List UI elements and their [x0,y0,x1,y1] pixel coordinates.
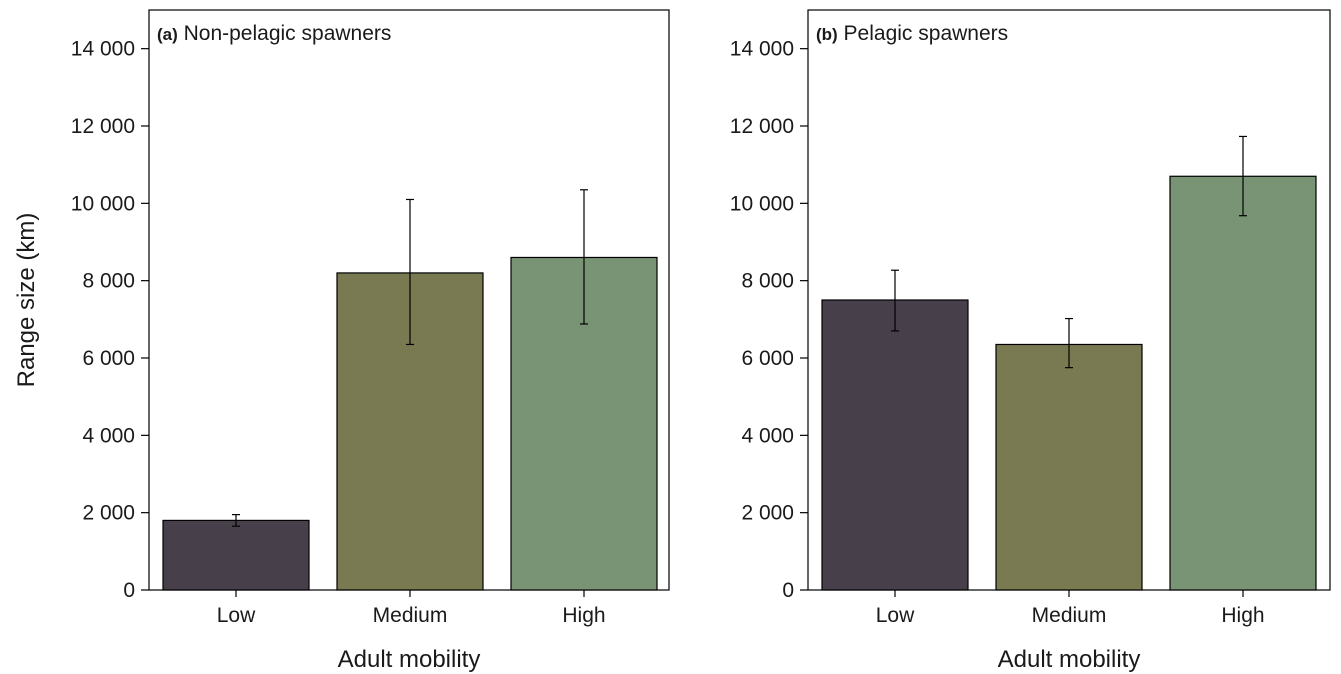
x-axis-title: Adult mobility [998,646,1141,673]
panel-label: (b) [816,25,838,44]
x-axis-title: Adult mobility [338,646,481,673]
panel-b: 0 2 000 4 000 6 000 8 000 10 000 12 000 14 000 L… [730,9,1331,673]
panel-title: (a) Non-pelagic spawners [157,22,391,45]
y-tick-label: 10 000 [71,192,135,215]
x-tick-label: Medium [373,604,448,627]
y-tick-label: 0 [782,579,794,602]
y-tick-label: 8 000 [82,270,135,293]
panel-title: (b) Pelagic spawners [816,22,1008,45]
y-tick-label: 2 000 [741,502,794,525]
y-tick-label: 0 [123,579,135,602]
y-tick-label: 12 000 [71,115,135,138]
panel-title-text: Pelagic spawners [838,22,1008,45]
x-tick-label: Medium [1032,604,1107,627]
bar-medium [995,343,1143,591]
panel-title-text: Non-pelagic spawners [178,22,392,45]
y-tick-label: 4 000 [741,424,794,447]
x-tick-label: Low [876,604,915,627]
x-tick-label: High [562,604,605,627]
y-tick-label: 12 000 [730,115,794,138]
y-tick-label: 8 000 [741,270,794,293]
bar-low [162,519,310,591]
bar-high [1169,175,1317,591]
y-tick-label: 14 000 [730,38,794,61]
panel-label: (a) [157,25,178,44]
y-tick-label: 14 000 [71,38,135,61]
x-tick-label: High [1221,604,1264,627]
y-tick-label: 10 000 [730,192,794,215]
y-axis-title: Range size (km) [13,213,40,388]
x-tick-label: Low [217,604,256,627]
y-tick-label: 6 000 [741,347,794,370]
panel-a: 0 2 000 4 000 6 000 8 000 10 000 12 000 14 000 L… [13,9,670,673]
y-tick-label: 2 000 [82,502,135,525]
y-tick-label: 4 000 [82,424,135,447]
y-tick-label: 6 000 [82,347,135,370]
bar-low [821,299,969,591]
